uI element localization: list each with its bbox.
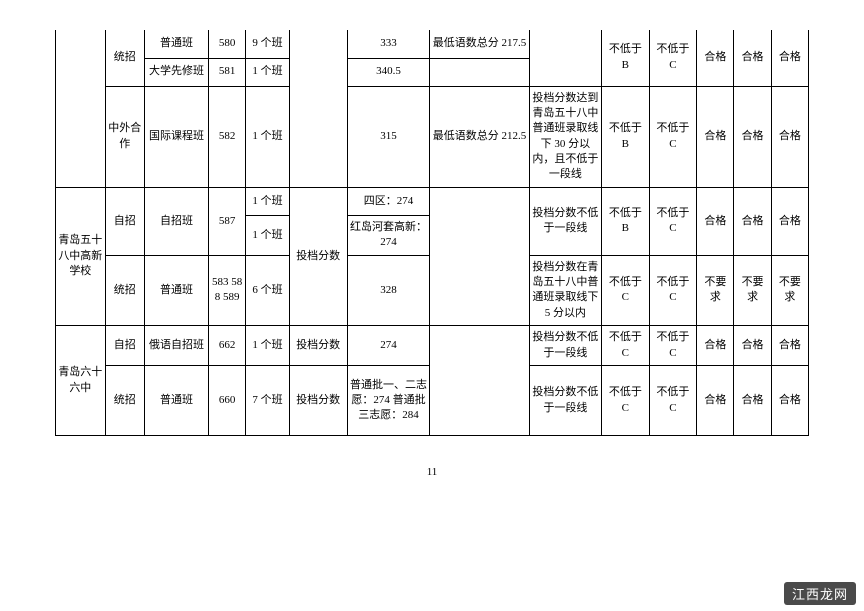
cell-type: 统招: [105, 30, 144, 86]
cell-code: 580: [209, 30, 246, 58]
cell-cond: 投档分数在青岛五十八中普通班录取线下 5 分以内: [529, 255, 601, 326]
cell-r4: 合格: [734, 86, 771, 187]
cell-count: 1 个班: [246, 58, 289, 86]
cell-count: 6 个班: [246, 255, 289, 326]
cell-r1: 不低于 C: [602, 326, 650, 366]
cell-r5: 合格: [771, 326, 808, 366]
cell-r4: 合格: [734, 30, 771, 86]
cell-score: 328: [347, 255, 430, 326]
admission-table: 统招 普通班 580 9 个班 333 最低语数总分 217.5 不低于 B 不…: [55, 30, 809, 436]
cell-code: 582: [209, 86, 246, 187]
cell-code: 660: [209, 366, 246, 436]
cell-cond: 投档分数不低于一段线: [529, 187, 601, 255]
cell-class: 普通班: [144, 30, 208, 58]
cell-class: 自招班: [144, 187, 208, 255]
cell-type: 中外合作: [105, 86, 144, 187]
cell-type: 自招: [105, 187, 144, 255]
cell-code: 587: [209, 187, 246, 255]
cell-type: 统招: [105, 366, 144, 436]
cell-category: 投档分数: [289, 366, 347, 436]
cell-count: 1 个班: [246, 215, 289, 255]
cell-r2: 不低于 C: [649, 326, 697, 366]
cell-r2: 不低于 C: [649, 86, 697, 187]
cell-score: 333: [347, 30, 430, 58]
cell-r3: 合格: [697, 30, 734, 86]
cell-class: 国际课程班: [144, 86, 208, 187]
cell-r3: 不要求: [697, 255, 734, 326]
cell-r4: 合格: [734, 326, 771, 366]
cell-r5: 合格: [771, 366, 808, 436]
page: 统招 普通班 580 9 个班 333 最低语数总分 217.5 不低于 B 不…: [0, 0, 864, 611]
page-number: 11: [55, 466, 809, 478]
cell-count: 9 个班: [246, 30, 289, 58]
cell-class: 普通班: [144, 366, 208, 436]
cell-category-blank: [289, 30, 347, 187]
cell-r3: 合格: [697, 326, 734, 366]
cell-category: 投档分数: [289, 187, 347, 325]
cell-category: 投档分数: [289, 326, 347, 366]
cell-count: 7 个班: [246, 366, 289, 436]
cell-cond: 投档分数不低于一段线: [529, 366, 601, 436]
cell-cond: 投档分数不低于一段线: [529, 326, 601, 366]
cell-class: 普通班: [144, 255, 208, 326]
cell-r1: 不低于 C: [602, 255, 650, 326]
cell-r4: 不要求: [734, 255, 771, 326]
cell-count: 1 个班: [246, 86, 289, 187]
cell-code: 662: [209, 326, 246, 366]
cell-note: 最低语数总分 217.5: [430, 30, 529, 58]
cell-note-blank: [430, 187, 529, 325]
cell-r1: 不低于 B: [602, 30, 650, 86]
cell-school-blank: [56, 30, 106, 187]
cell-r1: 不低于 C: [602, 366, 650, 436]
cell-r5: 合格: [771, 187, 808, 255]
cell-score: 红岛河套高新：274: [347, 215, 430, 255]
cell-r3: 合格: [697, 86, 734, 187]
cell-r4: 合格: [734, 187, 771, 255]
cell-r5: 不要求: [771, 255, 808, 326]
cell-score: 274: [347, 326, 430, 366]
cell-r2: 不低于 C: [649, 187, 697, 255]
cell-r2: 不低于 C: [649, 366, 697, 436]
cell-count: 1 个班: [246, 326, 289, 366]
cell-type: 自招: [105, 326, 144, 366]
cell-note: 最低语数总分 212.5: [430, 86, 529, 187]
cell-score: 340.5: [347, 58, 430, 86]
cell-r1: 不低于 B: [602, 86, 650, 187]
cell-r4: 合格: [734, 366, 771, 436]
cell-count: 1 个班: [246, 187, 289, 215]
cell-school: 青岛六十六中: [56, 326, 106, 436]
watermark: 江西龙网: [784, 582, 856, 605]
cell-cond-blank: [529, 30, 601, 86]
cell-class: 大学先修班: [144, 58, 208, 86]
cell-r1: 不低于 B: [602, 187, 650, 255]
cell-cond: 投档分数达到青岛五十八中普通班录取线下 30 分以内，且不低于一段线: [529, 86, 601, 187]
cell-type: 统招: [105, 255, 144, 326]
cell-r5: 合格: [771, 86, 808, 187]
cell-r2: 不低于 C: [649, 30, 697, 86]
cell-note: [430, 58, 529, 86]
cell-r2: 不低于 C: [649, 255, 697, 326]
cell-score: 四区：274: [347, 187, 430, 215]
cell-school: 青岛五十八中高新学校: [56, 187, 106, 325]
cell-r5: 合格: [771, 30, 808, 86]
cell-score: 315: [347, 86, 430, 187]
cell-code: 581: [209, 58, 246, 86]
cell-r3: 合格: [697, 366, 734, 436]
cell-code: 583 588 589: [209, 255, 246, 326]
cell-note-blank: [430, 326, 529, 436]
cell-r3: 合格: [697, 187, 734, 255]
cell-class: 俄语自招班: [144, 326, 208, 366]
cell-score: 普通批一、二志愿：274 普通批三志愿：284: [347, 366, 430, 436]
